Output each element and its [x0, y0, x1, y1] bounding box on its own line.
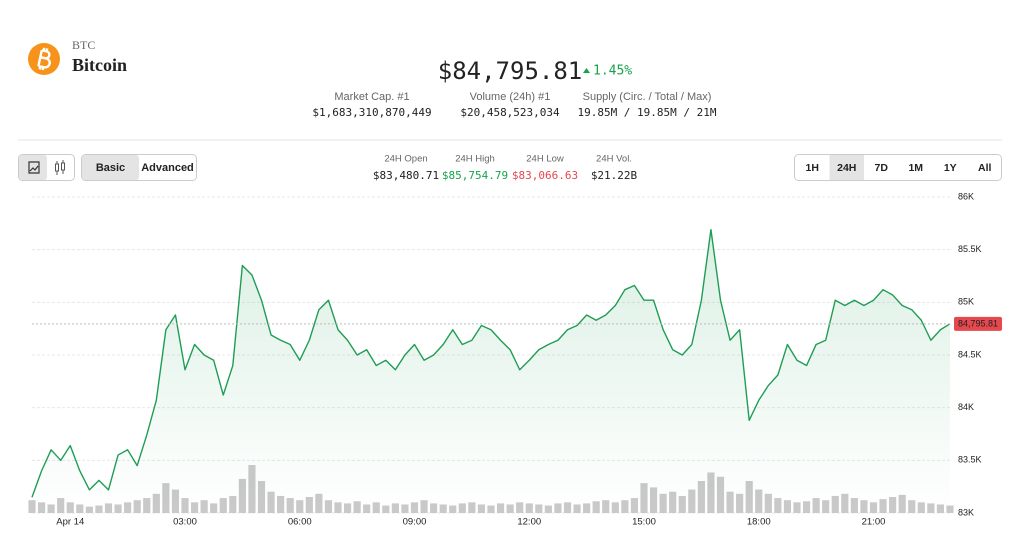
stat-value: 19.85M / 19.85M / 21M: [577, 106, 716, 119]
y-tick-label: 86K: [958, 191, 974, 201]
y-tick-label: 85.5K: [958, 244, 982, 254]
range-label: 1Y: [944, 162, 957, 174]
day-stat-label: 24H High: [455, 154, 495, 165]
mode-label: Basic: [96, 162, 125, 174]
coin-logo: [28, 43, 60, 75]
change-arrow: [583, 68, 590, 73]
day-stat-value: $21.22B: [591, 169, 638, 182]
range-label: 7D: [875, 162, 889, 174]
mode-selected-bg: [82, 155, 139, 180]
price: $84,795.81: [438, 57, 583, 85]
header-stats: Market Cap. #1 $1,683,310,870,449 Volume (…: [312, 91, 717, 119]
range-label: 1M: [908, 162, 923, 174]
price-area: [32, 229, 950, 513]
last-price-tag: [954, 316, 1002, 331]
y-tick-label: 84.5K: [958, 349, 982, 359]
y-tick-label: 85K: [958, 297, 974, 307]
x-tick-label: 09:00: [403, 517, 427, 528]
candle-chart-button[interactable]: [47, 155, 74, 180]
range-label: 1H: [806, 162, 819, 174]
x-tick-label: 15:00: [632, 517, 656, 528]
x-tick-label: 21:00: [862, 517, 886, 528]
day-stat-value: $83,066.63: [512, 169, 578, 182]
x-tick-label: 12:00: [517, 517, 541, 528]
day-stat-label: 24H Vol.: [596, 154, 632, 165]
price-change: 1.45%: [593, 64, 632, 79]
day-stat-label: 24H Open: [384, 154, 427, 165]
day-stat-value: $83,480.71: [373, 169, 439, 182]
range-toggle: 1H 24H 7D 1M 1Y All: [794, 154, 1002, 181]
range-selected-bg: [829, 155, 864, 180]
chart-type-toggle: [18, 154, 75, 181]
range-label: 24H: [837, 162, 856, 174]
coin-name: Bitcoin: [72, 55, 127, 75]
day-stat-value: $85,754.79: [442, 169, 508, 182]
last-price-label: 84,795.81: [958, 319, 998, 329]
x-tick-label: 18:00: [747, 517, 771, 528]
stat-label: Supply (Circ. / Total / Max): [583, 91, 712, 103]
y-tick-label: 83.5K: [958, 455, 982, 465]
price-chart: 83K 83.5K 84K 84.5K 85K 85.5K 86K Apr 14 03:00 06…: [28, 191, 1002, 528]
mode-toggle: Basic Advanced: [81, 154, 197, 181]
day-stat-label: 24H Low: [526, 154, 564, 165]
y-tick-label: 84K: [958, 402, 974, 412]
x-tick-label: 06:00: [288, 517, 312, 528]
stat-value: $1,683,310,870,449: [312, 106, 431, 119]
coin-symbol: BTC: [72, 38, 95, 52]
price-line: [31, 228, 951, 498]
x-tick-label: 03:00: [173, 517, 197, 528]
mode-label: Advanced: [141, 162, 194, 174]
day-stats: 24H Open $83,480.71 24H High $85,754.79 24H …: [373, 154, 638, 182]
stat-label: Volume (24h) #1: [470, 91, 551, 103]
stat-label: Market Cap. #1: [334, 91, 409, 103]
stat-value: $20,458,523,034: [460, 106, 560, 119]
range-label: All: [978, 162, 992, 174]
y-tick-label: 83K: [958, 507, 974, 517]
x-tick-label: Apr 14: [56, 517, 84, 528]
